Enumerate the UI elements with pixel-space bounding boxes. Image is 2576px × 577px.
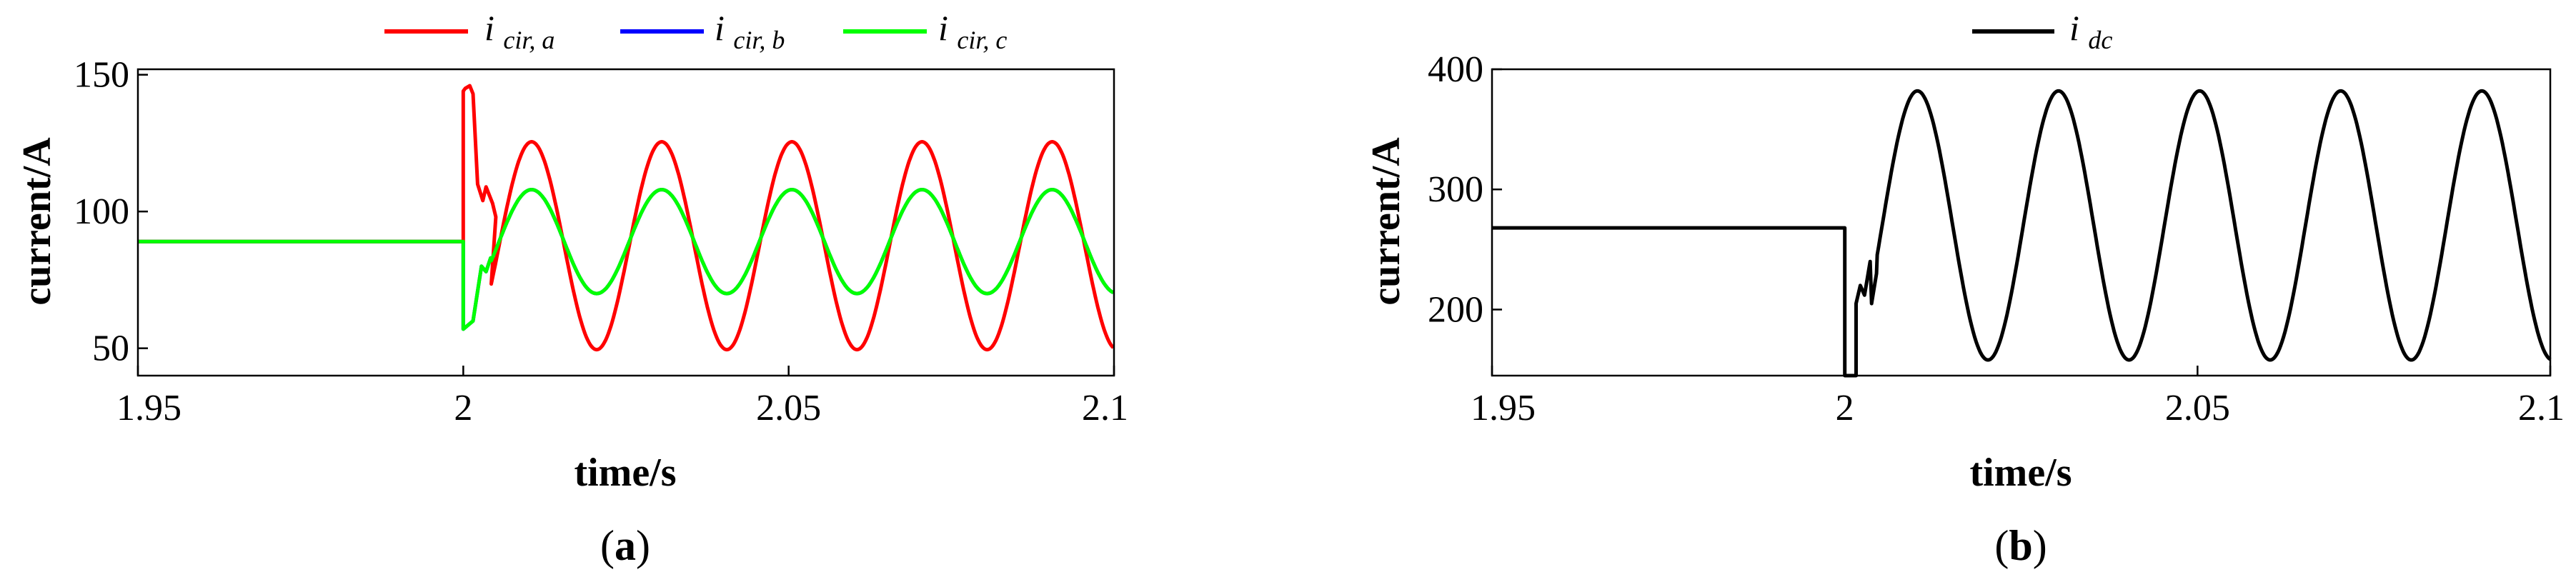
x-axis-label-a: time/s (574, 451, 676, 495)
chart-b: i dc 1.95 2 2.05 2.1 200 300 400 current/A tim… (1364, 8, 2565, 569)
x-tick-label: 2.1 (2518, 388, 2565, 428)
series-line-cir-c (138, 188, 1115, 331)
legend-label-cir-c: i cir, c (938, 8, 1007, 54)
legend-a: i cir, a i cir, b i cir, c (384, 8, 1007, 54)
x-tick-label: 1.95 (116, 388, 181, 428)
series-line-cir-a (138, 84, 1115, 352)
x-tick-label: 2.05 (756, 388, 821, 428)
ticks-b: 1.95 2 2.05 2.1 200 300 400 (1428, 49, 2565, 428)
y-tick-label: 100 (74, 191, 129, 232)
legend-b: i dc (1972, 8, 2112, 54)
x-tick-label: 1.95 (1471, 388, 1536, 428)
x-tick-label: 2.05 (2165, 388, 2230, 428)
legend-label-cir-b: i cir, b (715, 8, 785, 54)
y-axis-label-b: current/A (1364, 137, 1408, 306)
y-tick-label: 50 (92, 328, 129, 369)
axes-frame-a (136, 68, 1115, 377)
x-tick-label: 2.1 (1082, 388, 1128, 428)
ticks-a: 1.95 2 2.05 2.1 50 100 150 (74, 55, 1128, 428)
y-tick-label: 200 (1428, 289, 1483, 330)
chart-a: i cir, a i cir, b i cir, c 1.95 2 2.05 2.1 5… (15, 8, 1128, 569)
panel-label-b: (b) (1994, 522, 2047, 569)
plot-area-b (1492, 89, 2552, 378)
series-line-dc (1492, 89, 2552, 378)
panel-label-a: (a) (600, 522, 650, 569)
plot-area-a (138, 84, 1115, 352)
axes-frame-b (1491, 68, 2552, 377)
x-tick-label: 2 (454, 388, 472, 428)
y-tick-label: 300 (1428, 169, 1483, 210)
y-tick-label: 150 (74, 55, 129, 96)
legend-label-cir-a: i cir, a (484, 8, 555, 54)
x-axis-label-b: time/s (1969, 451, 2072, 495)
y-axis-label-a: current/A (15, 137, 59, 306)
legend-label-dc: i dc (2069, 8, 2112, 54)
y-tick-label: 400 (1428, 49, 1483, 90)
x-tick-label: 2 (1836, 388, 1854, 428)
